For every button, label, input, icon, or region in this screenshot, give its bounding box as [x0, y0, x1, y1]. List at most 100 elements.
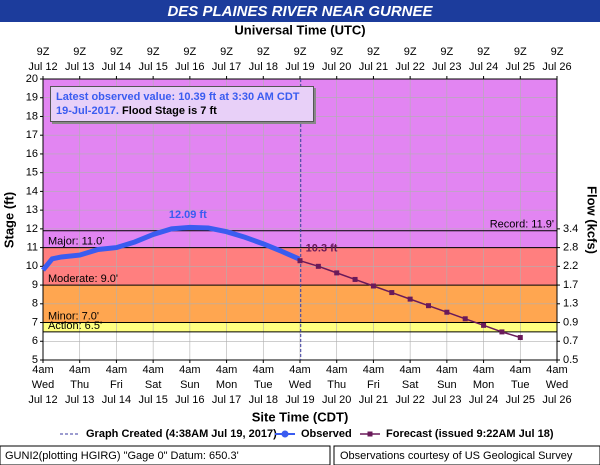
top-tick-label: Jul 26	[542, 61, 571, 73]
x-tick-label: Jul 21	[359, 394, 388, 406]
top-tick-time: 9Z	[440, 46, 453, 58]
info-box: Latest observed value: 10.39 ft at 3:30 …	[50, 86, 314, 122]
x-tick-label: Jul 24	[469, 394, 498, 406]
x-tick-time: 4am	[326, 364, 347, 376]
x-tick-time: 4am	[436, 364, 457, 376]
y-tick-label: 5	[32, 354, 38, 366]
y-tick-label: 9	[32, 279, 38, 291]
forecast-point	[315, 263, 321, 269]
top-tick-time: 9Z	[183, 46, 196, 58]
top-tick-time: 9Z	[477, 46, 490, 58]
y2-axis-title: Flow (kcfs)	[585, 186, 600, 254]
y-tick-label: 16	[26, 148, 38, 160]
y-tick-label: 7	[32, 316, 38, 328]
observed-line	[41, 224, 301, 272]
footer-box	[333, 445, 600, 465]
y-tick-label: 8	[32, 298, 38, 310]
top-tick-label: Jul 22	[395, 61, 424, 73]
top-axis-title: Universal Time (UTC)	[234, 22, 365, 37]
y-tick-label: 13	[26, 204, 38, 216]
y-tick-label: 20	[26, 73, 38, 85]
legend-swatch	[367, 431, 373, 437]
x-tick-weekday: Thu	[70, 379, 89, 391]
footer-box	[0, 445, 331, 465]
x-tick-weekday: Thu	[327, 379, 346, 391]
forecast-point	[481, 322, 487, 328]
y-axis-title: Stage (ft)	[1, 192, 16, 248]
y-tick-label: 12	[26, 223, 38, 235]
x-tick-weekday: Tue	[511, 379, 530, 391]
x-tick-time: 4am	[142, 364, 163, 376]
y-tick-label: 18	[26, 110, 38, 122]
top-tick-time: 9Z	[367, 46, 380, 58]
x-tick-time: 4am	[179, 364, 200, 376]
forecast-point	[444, 309, 450, 315]
top-tick-time: 9Z	[110, 46, 123, 58]
x-tick-weekday: Tue	[254, 379, 273, 391]
record-label: Record: 11.9'	[490, 219, 554, 231]
forecast-point	[462, 316, 468, 322]
x-tick-time: 4am	[253, 364, 274, 376]
x-tick-label: Jul 20	[322, 394, 351, 406]
top-tick-time: 9Z	[330, 46, 343, 58]
x-tick-time: 4am	[216, 364, 237, 376]
top-tick-label: Jul 19	[285, 61, 314, 73]
x-tick-label: Jul 19	[285, 394, 314, 406]
x-tick-time: 4am	[399, 364, 420, 376]
y-tick-label: 6	[32, 335, 38, 347]
top-tick-label: Jul 16	[175, 61, 204, 73]
y2-tick-label: 0.7	[563, 335, 578, 347]
top-tick-label: Jul 20	[322, 61, 351, 73]
legend-label: Graph Created (4:38AM Jul 19, 2017)	[86, 428, 277, 440]
top-tick-time: 9Z	[73, 46, 86, 58]
x-tick-time: 4am	[32, 364, 53, 376]
top-tick-time: 9Z	[220, 46, 233, 58]
annotation: 12.09 ft	[169, 209, 207, 221]
x-tick-label: Jul 17	[212, 394, 241, 406]
top-tick-label: Jul 25	[506, 61, 535, 73]
forecast-point	[426, 303, 431, 309]
x-tick-label: Jul 25	[506, 394, 535, 406]
y2-tick-label: 1.3	[563, 298, 578, 310]
x-tick-time: 4am	[473, 364, 494, 376]
x-tick-time: 4am	[546, 364, 567, 376]
top-tick-time: 9Z	[257, 46, 270, 58]
x-tick-label: Jul 23	[432, 394, 461, 406]
x-tick-weekday: Wed	[289, 379, 311, 391]
x-tick-weekday: Sat	[145, 379, 162, 391]
threshold-label: Action: 6.5'	[48, 320, 102, 332]
forecast-point	[407, 296, 413, 302]
footer-left: GUNI2(plotting HGIRG) "Gage 0" Datum: 65…	[5, 450, 239, 462]
top-tick-time: 9Z	[514, 46, 527, 58]
footer-right: Observations courtesy of US Geological S…	[340, 450, 573, 462]
legend-swatch	[281, 430, 289, 438]
threshold-label: Minor: 7.0'	[48, 310, 99, 322]
threshold-label: Moderate: 9.0'	[48, 273, 118, 285]
y2-tick-label: 1.7	[563, 279, 578, 291]
x-tick-weekday: Sat	[402, 379, 419, 391]
x-tick-weekday: Sun	[437, 379, 457, 391]
x-tick-label: Jul 12	[28, 394, 57, 406]
threshold-label: Major: 11.0'	[48, 236, 104, 248]
top-tick-label: Jul 21	[359, 61, 388, 73]
top-tick-label: Jul 18	[249, 61, 278, 73]
x-tick-time: 4am	[363, 364, 384, 376]
legend-label: Forecast (issued 9:22AM Jul 18)	[386, 428, 554, 440]
y-tick-label: 19	[26, 92, 38, 104]
x-tick-weekday: Mon	[216, 379, 237, 391]
y-tick-label: 14	[26, 185, 38, 197]
x-tick-label: Jul 16	[175, 394, 204, 406]
info-flood: Flood Stage is 7 ft	[122, 105, 217, 117]
forecast-point	[499, 329, 505, 335]
x-tick-weekday: Mon	[473, 379, 494, 391]
x-tick-weekday: Fri	[110, 379, 123, 391]
top-tick-time: 9Z	[147, 46, 160, 58]
forecast-point	[352, 276, 358, 282]
y2-tick-label: 2.2	[563, 260, 578, 272]
top-tick-label: Jul 23	[432, 61, 461, 73]
x-tick-label: Jul 22	[395, 394, 424, 406]
x-tick-time: 4am	[69, 364, 90, 376]
y2-tick-label: 2.8	[563, 242, 578, 254]
forecast-point	[297, 258, 303, 264]
x-tick-time: 4am	[289, 364, 310, 376]
